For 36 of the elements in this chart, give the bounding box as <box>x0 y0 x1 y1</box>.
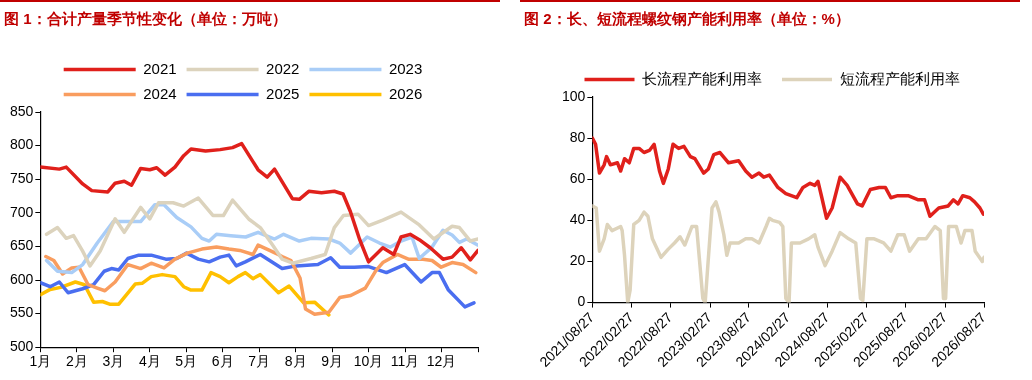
y-tick-label: 750 <box>10 170 34 187</box>
legend-label: 2026 <box>388 84 423 102</box>
x-tick-label: 2月 <box>65 353 88 370</box>
x-tick-label: 11月 <box>390 353 420 370</box>
x-tick-label: 6月 <box>211 353 234 370</box>
legend-label: 2022 <box>266 59 300 77</box>
legend-label: 2024 <box>143 84 177 102</box>
y-tick-label: 650 <box>10 237 34 254</box>
y-tick-label: 600 <box>10 270 34 287</box>
y-tick-label: 700 <box>10 203 34 220</box>
x-tick-label: 7月 <box>248 353 271 370</box>
x-tick-label: 9月 <box>321 353 344 370</box>
y-tick-label: 20 <box>569 252 586 269</box>
legend-label: 2023 <box>388 59 423 77</box>
legend-label: 2025 <box>266 84 300 102</box>
x-tick-label: 4月 <box>138 353 161 370</box>
y-tick-label: 850 <box>10 102 34 119</box>
x-tick-label: 5月 <box>175 353 198 370</box>
x-tick-label: 3月 <box>102 353 125 370</box>
x-tick-label: 10月 <box>353 353 384 370</box>
y-tick-label: 60 <box>569 170 586 187</box>
x-tick-label: 1月 <box>29 353 52 370</box>
x-tick-label: 8月 <box>284 353 307 370</box>
y-tick-label: 800 <box>10 136 34 153</box>
chart-title: 图 2：长、短流程螺纹钢产能利用率（单位：%） <box>524 10 850 29</box>
y-tick-label: 40 <box>569 211 586 228</box>
x-tick-label: 12月 <box>426 353 457 370</box>
chart-title: 图 1：合计产量季节性变化（单位：万吨） <box>4 10 287 29</box>
y-tick-label: 500 <box>10 338 34 355</box>
legend-label: 2021 <box>143 59 177 77</box>
legend-label: 长流程产能利用率 <box>642 69 762 87</box>
y-tick-label: 550 <box>10 304 34 321</box>
y-tick-label: 100 <box>562 87 586 104</box>
y-tick-label: 80 <box>569 128 586 145</box>
y-tick-label: 0 <box>577 293 586 310</box>
legend-label: 短流程产能利用率 <box>839 69 960 87</box>
